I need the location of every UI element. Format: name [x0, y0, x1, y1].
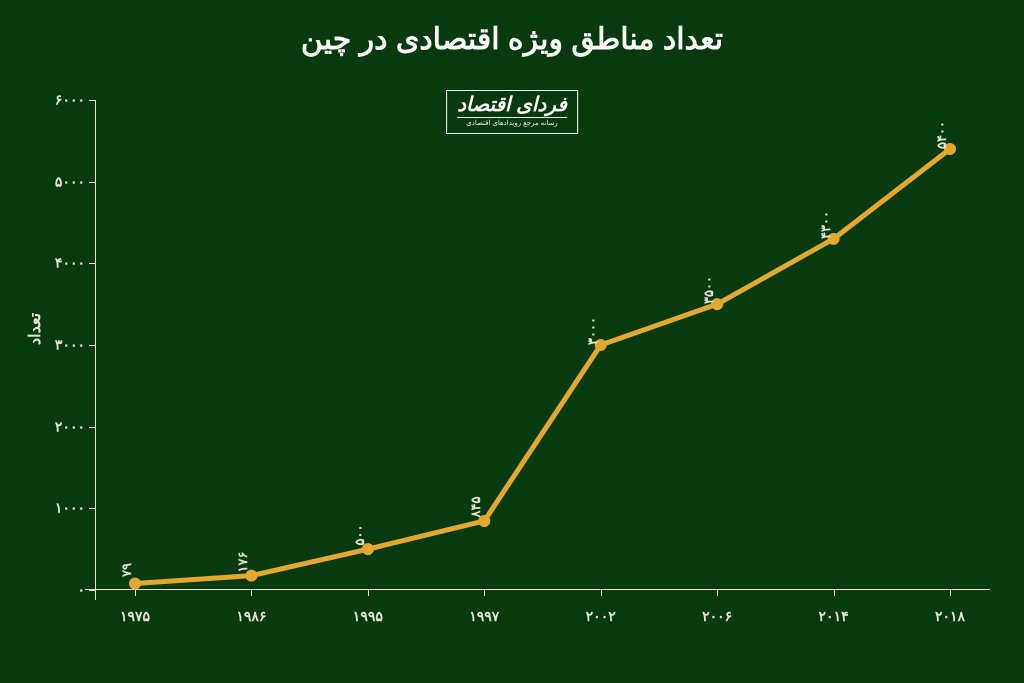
y-tick-mark	[89, 263, 95, 264]
y-tick: ۱۰۰۰	[20, 500, 85, 517]
x-tick: ۲۰۰۲	[586, 608, 616, 625]
data-label: ۴۳۰۰	[818, 211, 834, 239]
y-tick: ۲۰۰۰	[20, 418, 85, 435]
y-tick-mark	[89, 182, 95, 183]
data-label: ۸۴۵	[468, 497, 484, 518]
x-tick-mark	[251, 590, 252, 596]
x-tick-mark	[834, 590, 835, 596]
x-tick: ۲۰۱۴	[819, 608, 849, 625]
data-label: ۵۰۰	[352, 525, 368, 546]
y-tick-mark	[89, 590, 95, 591]
y-tick: ۶۰۰۰	[20, 92, 85, 109]
x-tick: ۱۹۷۵	[120, 608, 150, 625]
x-tick: ۱۹۹۷	[469, 608, 499, 625]
y-tick-mark	[89, 508, 95, 509]
x-tick-mark	[601, 590, 602, 596]
data-point	[129, 578, 141, 590]
x-tick-mark	[135, 590, 136, 596]
chart-title: تعداد مناطق ویژه اقتصادی در چین	[0, 22, 1024, 57]
x-tick-mark	[717, 590, 718, 596]
x-tick: ۱۹۸۶	[236, 608, 266, 625]
y-tick: ۵۰۰۰	[20, 173, 85, 190]
line-chart	[95, 100, 990, 590]
x-tick-mark	[368, 590, 369, 596]
x-tick-mark	[484, 590, 485, 596]
data-label: ۳۰۰۰	[585, 317, 601, 345]
y-tick: ۳۰۰۰	[20, 337, 85, 354]
data-label: ۷۹	[119, 563, 135, 577]
chart-area: ۰۱۰۰۰۲۰۰۰۳۰۰۰۴۰۰۰۵۰۰۰۶۰۰۰۱۹۷۵۱۹۸۶۱۹۹۵۱۹۹…	[95, 100, 990, 590]
y-tick-mark	[89, 427, 95, 428]
x-tick: ۲۰۰۶	[702, 608, 732, 625]
data-label: ۱۷۶	[235, 551, 251, 572]
x-tick: ۲۰۱۸	[935, 608, 965, 625]
y-tick: ۴۰۰۰	[20, 255, 85, 272]
y-tick-mark	[89, 345, 95, 346]
data-label: ۵۴۰۰	[934, 121, 950, 149]
x-tick: ۱۹۹۵	[353, 608, 383, 625]
y-tick-mark	[89, 100, 95, 101]
data-label: ۳۵۰۰	[701, 276, 717, 304]
x-tick-mark	[950, 590, 951, 596]
y-tick: ۰	[20, 582, 85, 599]
